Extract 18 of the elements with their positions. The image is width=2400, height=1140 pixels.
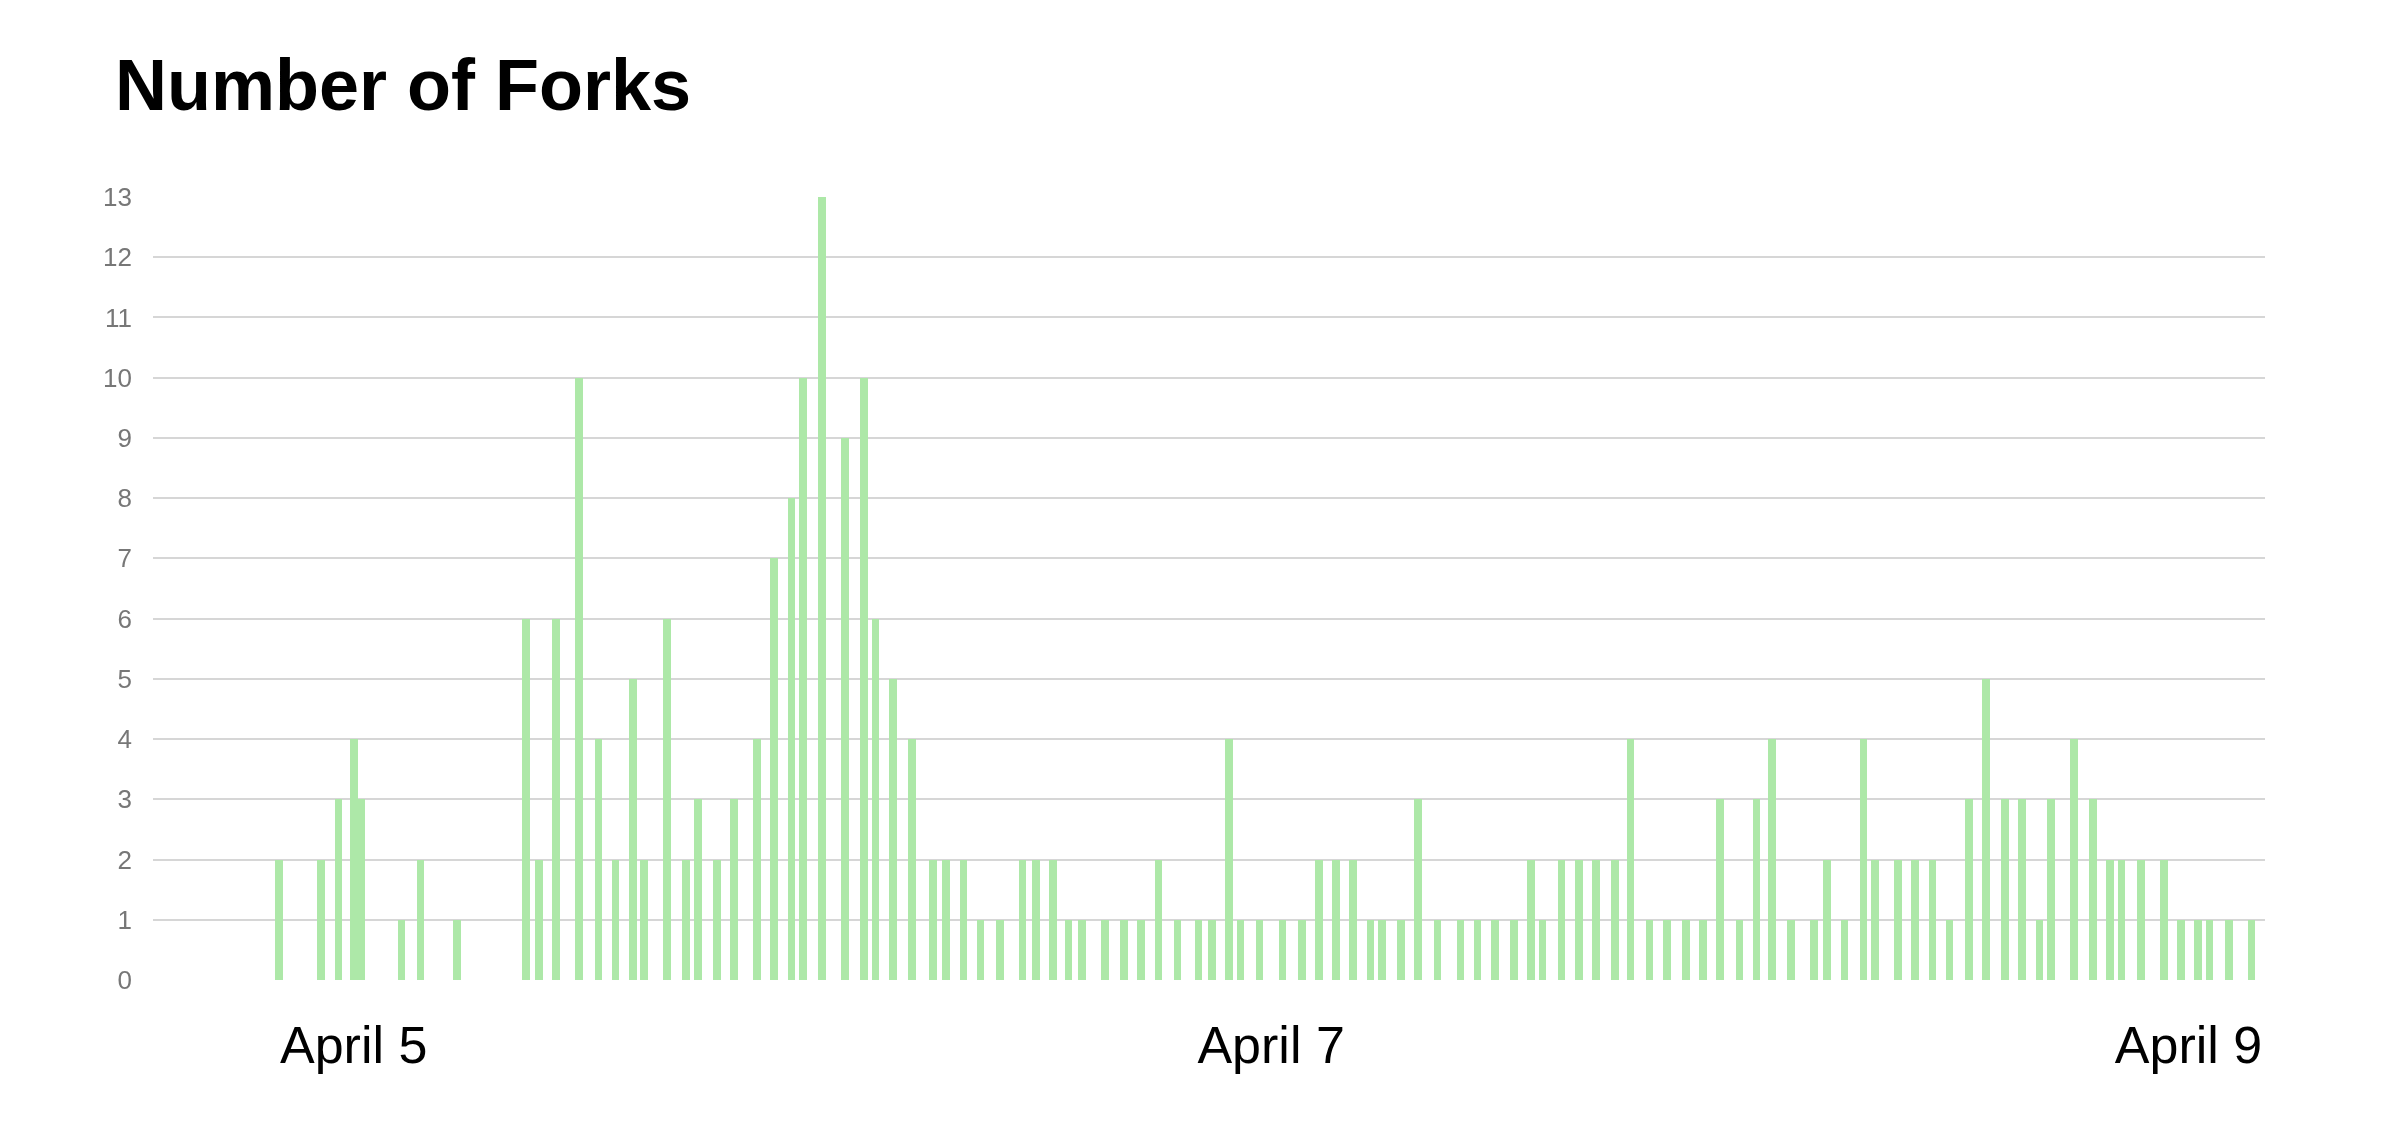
y-tick-label: 12	[103, 242, 132, 273]
y-tick-label: 8	[117, 483, 132, 514]
x-tick-label: April 9	[2114, 1016, 2263, 1074]
y-tick-label: 1	[117, 904, 132, 935]
y-tick-label: 3	[117, 784, 132, 815]
y-tick-label: 4	[117, 724, 132, 755]
y-tick-label: 10	[103, 362, 132, 393]
y-tick-label: 0	[117, 965, 132, 996]
y-tick-label: 7	[117, 543, 132, 574]
x-tick-label: April 7	[1197, 1016, 1345, 1074]
y-tick-label: 6	[117, 603, 132, 634]
y-tick-label: 11	[105, 302, 132, 333]
y-tick-label: 2	[117, 844, 132, 875]
x-tick-label: April 5	[279, 1016, 428, 1074]
y-tick-label: 5	[117, 663, 132, 694]
y-tick-label: 9	[117, 423, 132, 454]
y-tick-label: 13	[103, 182, 132, 213]
chart-title: Number of Forks	[115, 45, 692, 126]
